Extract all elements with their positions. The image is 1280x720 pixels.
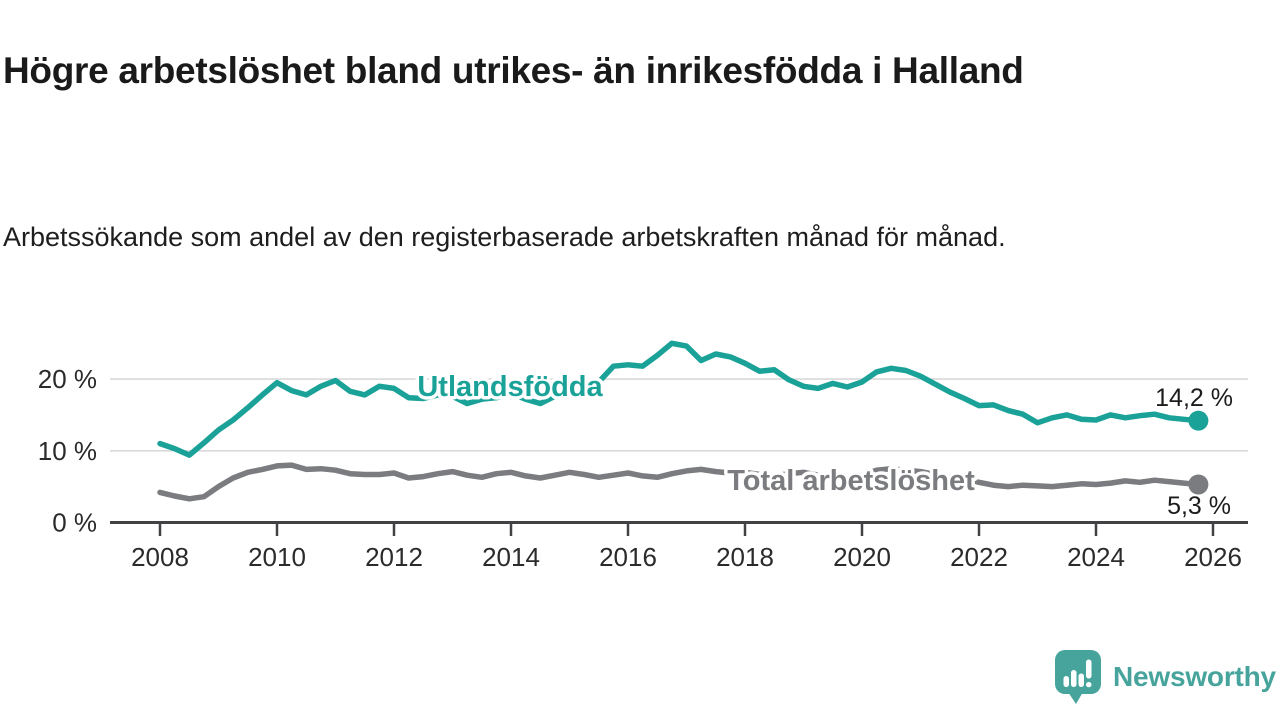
y-axis-label: 10 % bbox=[38, 436, 97, 466]
x-axis-label: 2022 bbox=[950, 542, 1008, 572]
newsworthy-bubble-chart-icon bbox=[1055, 650, 1101, 704]
brand-name: Newsworthy bbox=[1113, 661, 1276, 692]
page-title: Högre arbetslöshet bland utrikes- än inr… bbox=[3, 49, 1024, 91]
logo-exclamation-bar bbox=[1086, 659, 1092, 679]
x-axis-label: 2010 bbox=[248, 542, 306, 572]
series-end-value-0: 14,2 % bbox=[1155, 384, 1233, 412]
logo-exclamation-dot bbox=[1086, 682, 1092, 688]
x-axis-label: 2012 bbox=[365, 542, 423, 572]
x-axis-label: 2008 bbox=[131, 542, 189, 572]
series-end-dot-1 bbox=[1188, 474, 1209, 495]
y-axis-label: 20 % bbox=[38, 364, 97, 394]
series-label-0: Utlandsfödda bbox=[417, 371, 603, 403]
logo-bubble-tail bbox=[1068, 692, 1083, 704]
logo-bar-1 bbox=[1063, 676, 1069, 687]
x-axis-label: 2026 bbox=[1184, 542, 1242, 572]
y-axis-label: 0 % bbox=[52, 508, 97, 538]
chart-subtitle: Arbetssökande som andel av den registerb… bbox=[3, 222, 1006, 252]
newsworthy-logo: Newsworthy bbox=[1054, 648, 1276, 706]
series-end-dot-0 bbox=[1188, 410, 1209, 431]
x-axis-label: 2020 bbox=[833, 542, 891, 572]
x-axis-label: 2018 bbox=[716, 542, 774, 572]
logo-bar-3 bbox=[1078, 673, 1084, 687]
x-axis-label: 2016 bbox=[599, 542, 657, 572]
series-end-value-1: 5,3 % bbox=[1167, 492, 1231, 520]
logo-bubble bbox=[1055, 650, 1101, 694]
logo-bar-2 bbox=[1071, 670, 1077, 687]
series-line-1 bbox=[157, 462, 1202, 502]
series-line-0 bbox=[157, 340, 1202, 458]
x-axis-label: 2024 bbox=[1067, 542, 1125, 572]
series-label-1: Total arbetslöshet bbox=[727, 465, 975, 497]
x-axis-label: 2014 bbox=[482, 542, 540, 572]
